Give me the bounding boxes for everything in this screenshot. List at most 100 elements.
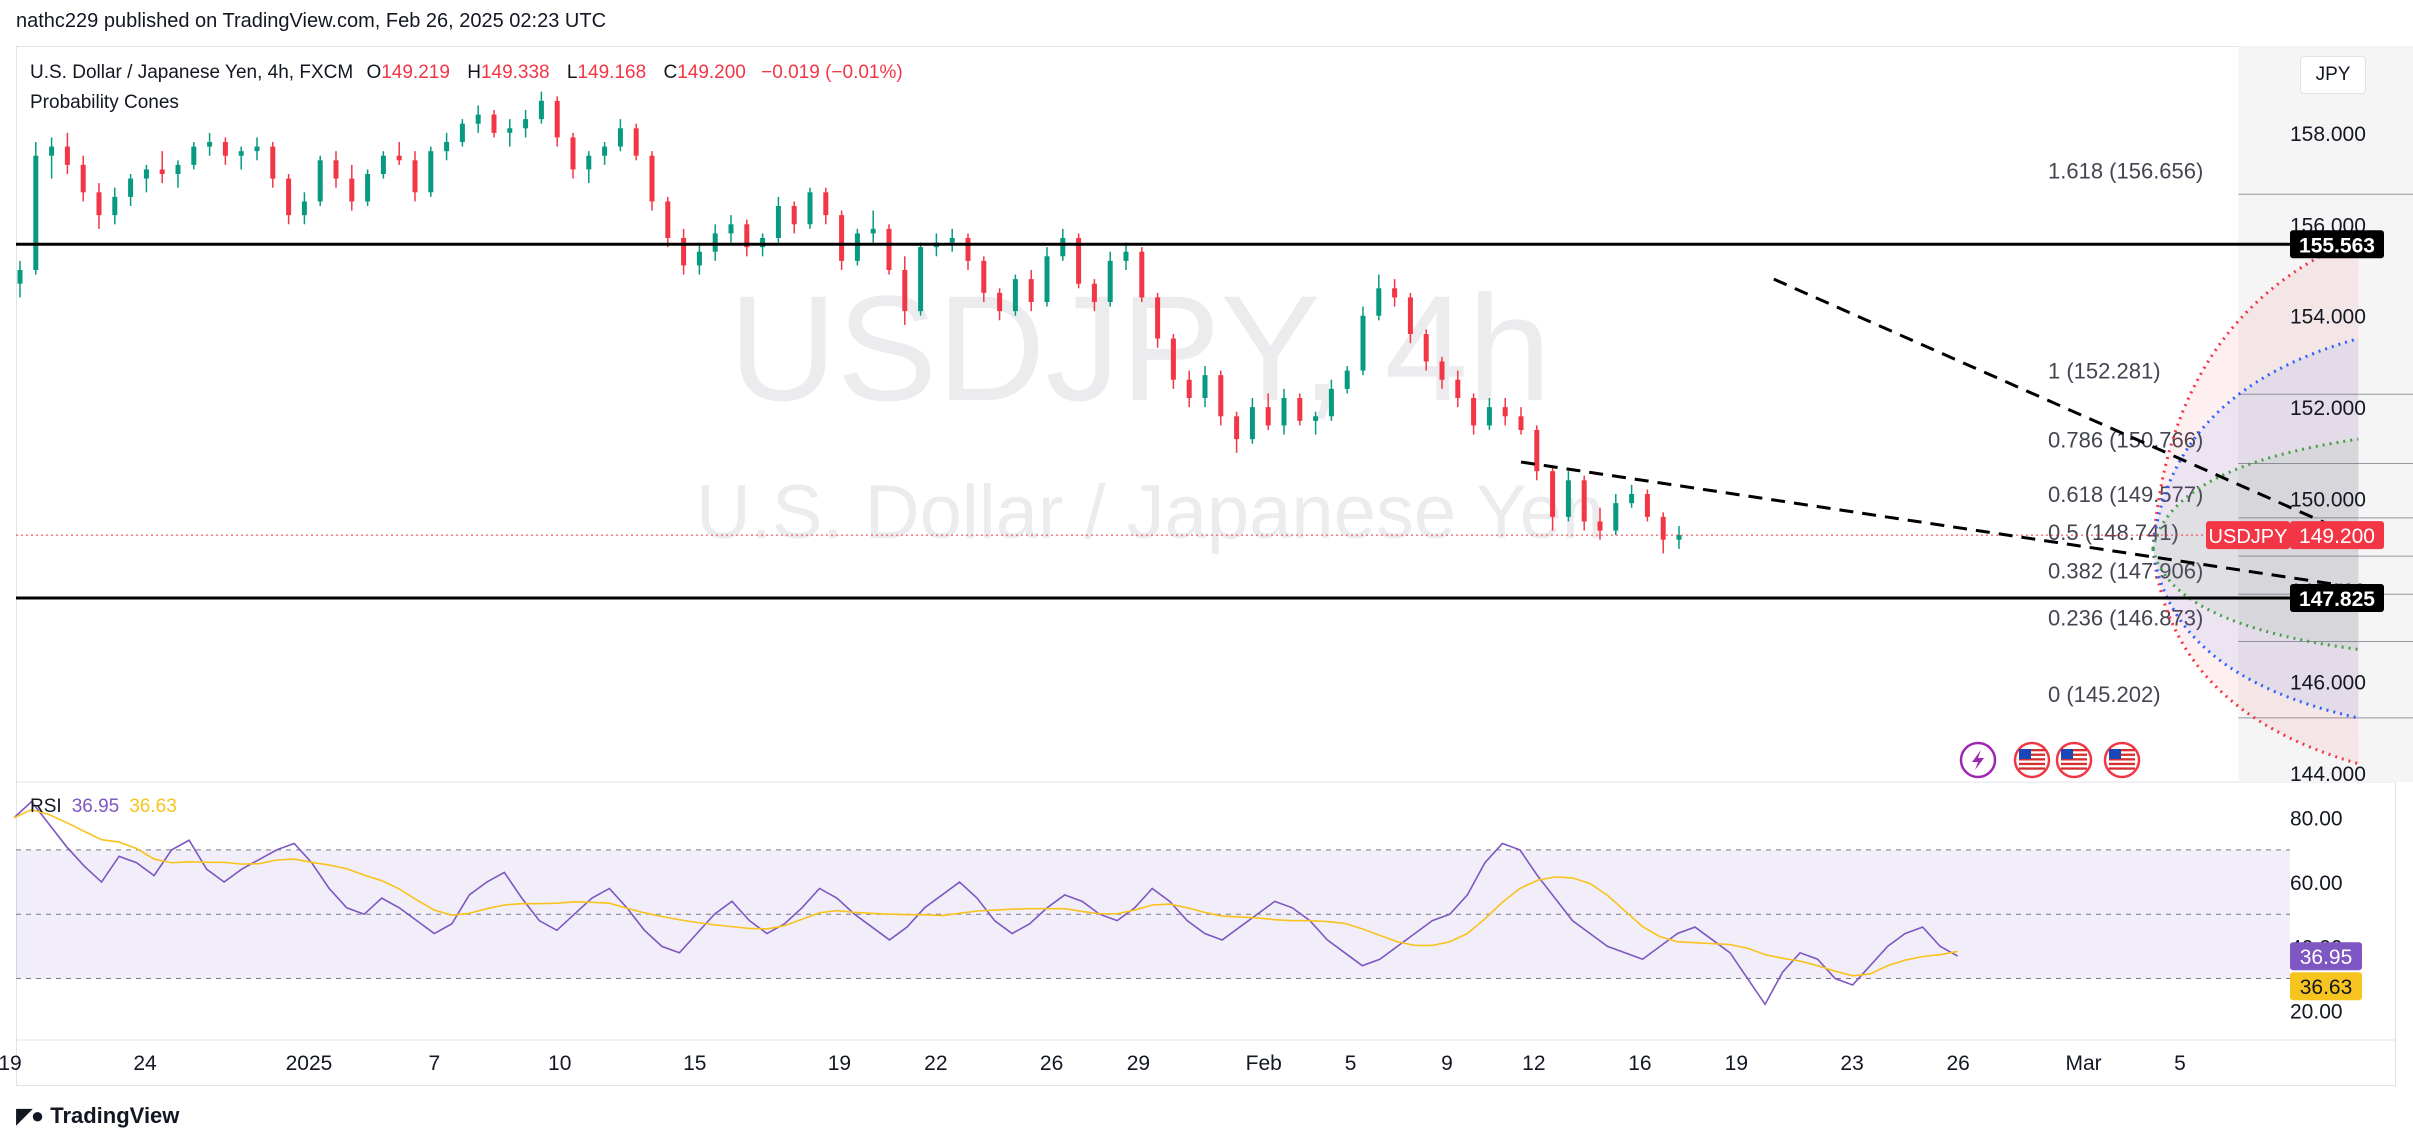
flag-stripe xyxy=(2019,749,2045,752)
tradingview-logo[interactable]: ◤● TradingView xyxy=(16,1103,179,1129)
high-value: 149.338 xyxy=(480,62,550,83)
candle-body xyxy=(1629,494,1635,504)
candle xyxy=(96,183,102,229)
candle xyxy=(775,196,781,243)
candle-body xyxy=(207,142,213,147)
lightning-event-icon[interactable] xyxy=(1959,741,1997,779)
candle-body xyxy=(633,128,639,156)
candle xyxy=(1170,334,1176,389)
candle xyxy=(459,119,465,147)
time-tick-label: 23 xyxy=(1840,1052,1863,1075)
flag-canton xyxy=(2019,749,2031,759)
time-tick-label: 19 xyxy=(0,1052,22,1075)
time-tick-label: 19 xyxy=(1725,1052,1748,1075)
candle-body xyxy=(1644,494,1650,517)
change-value: −0.019 (−0.01%) xyxy=(761,62,903,83)
candle-body xyxy=(1107,260,1113,302)
candle xyxy=(1091,279,1097,312)
flag-stripe xyxy=(2061,758,2087,761)
cone-middle-upper xyxy=(2151,337,2359,550)
candle xyxy=(1218,370,1224,426)
currency-button[interactable]: JPY xyxy=(2300,56,2366,94)
current-price-tag xyxy=(2290,521,2384,550)
rsi-ma-line xyxy=(13,808,1958,977)
candle-body xyxy=(412,160,418,193)
candle xyxy=(1439,356,1445,389)
candle xyxy=(1565,471,1571,522)
current-price-tag-text: 149.200 xyxy=(2299,525,2375,548)
candle-body xyxy=(1407,297,1413,334)
candle-body xyxy=(1297,398,1303,421)
time-tick-label: 5 xyxy=(2174,1052,2186,1075)
candle-body xyxy=(1392,288,1398,298)
watermark-name: U.S. Dollar / Japanese Yen xyxy=(696,470,1604,555)
candle-body xyxy=(1581,480,1587,522)
flag-stripe xyxy=(2019,758,2045,761)
candle xyxy=(507,119,513,147)
candle xyxy=(491,110,497,138)
candle xyxy=(1534,425,1540,481)
candle xyxy=(1613,494,1619,536)
symbol-title[interactable]: U.S. Dollar / Japanese Yen, 4h, FXCM xyxy=(30,62,354,83)
candle-body xyxy=(554,100,560,138)
candle-body xyxy=(222,142,228,156)
rsi-legend: RSI 36.95 36.63 xyxy=(30,796,177,818)
candle-body xyxy=(1202,375,1208,398)
candle-body xyxy=(1076,238,1082,284)
time-tick-label: Mar xyxy=(2065,1052,2101,1075)
candle xyxy=(981,256,987,302)
candle xyxy=(617,119,623,152)
candle-body xyxy=(1471,398,1477,426)
candle xyxy=(791,201,797,234)
publish-info: nathc229 published on TradingView.com, F… xyxy=(16,10,607,32)
level-price-tag-text: 155.563 xyxy=(2299,234,2375,257)
candle xyxy=(918,242,924,316)
candle-body xyxy=(791,206,797,225)
close-label: C xyxy=(663,62,678,83)
us-flag-event-icon[interactable] xyxy=(2055,741,2093,779)
trendline xyxy=(1520,460,2343,587)
flag-stripe xyxy=(2109,762,2135,766)
candle xyxy=(1249,398,1255,444)
indicator-name[interactable]: Probability Cones xyxy=(30,92,179,113)
candle-body xyxy=(1265,407,1271,426)
candle-body xyxy=(1328,388,1334,417)
us-flag-event-icon[interactable] xyxy=(2013,741,2051,779)
rsi-name[interactable]: RSI xyxy=(30,796,62,817)
flag-stripe xyxy=(2109,749,2135,752)
flag-stripe xyxy=(2061,753,2087,756)
candle-body xyxy=(839,215,845,261)
candle xyxy=(902,256,908,325)
candle xyxy=(17,260,23,298)
high-label: H xyxy=(467,62,481,83)
candle xyxy=(1234,411,1240,453)
candle-body xyxy=(523,119,529,129)
candle xyxy=(428,146,434,197)
candle xyxy=(1155,292,1161,348)
candle xyxy=(681,228,687,275)
low-value: 149.168 xyxy=(577,62,647,83)
us-flag-event-icon[interactable] xyxy=(2103,741,2141,779)
close-value: 149.200 xyxy=(677,62,746,83)
candle-body xyxy=(1249,407,1255,440)
flag-stripe xyxy=(2109,753,2135,756)
rsi-tick-label: 20.00 xyxy=(2290,1001,2343,1024)
candle xyxy=(49,137,55,179)
rsi-ma-value: 36.63 xyxy=(129,796,177,817)
flag-stripe xyxy=(2019,767,2045,770)
rsi-ma-tag xyxy=(2290,972,2362,1001)
candle xyxy=(286,174,292,225)
candle-body xyxy=(570,137,576,170)
candle-body xyxy=(1155,297,1161,339)
candle xyxy=(1392,279,1398,307)
candle xyxy=(80,155,86,202)
candle-body xyxy=(1123,251,1129,261)
candle-body xyxy=(1060,238,1066,257)
low-label: L xyxy=(566,62,578,83)
candle-body xyxy=(1091,283,1097,302)
candle-body xyxy=(1423,334,1429,362)
candle xyxy=(1550,466,1556,531)
candle-body xyxy=(128,178,134,197)
candle xyxy=(523,110,529,138)
